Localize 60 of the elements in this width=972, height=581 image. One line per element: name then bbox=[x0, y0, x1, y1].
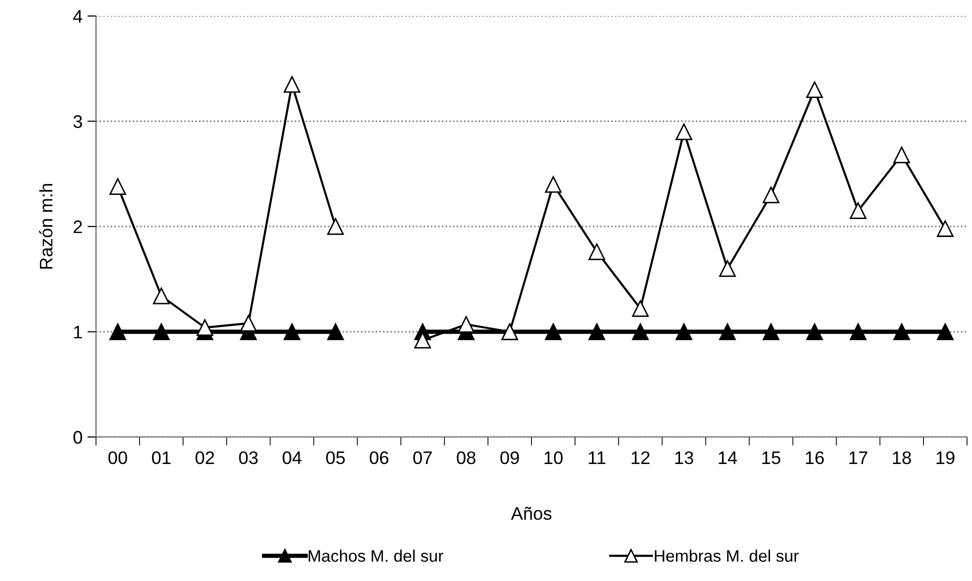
y-axis-title: Razón m:h bbox=[39, 184, 53, 269]
y-tick-label: 0 bbox=[73, 430, 82, 444]
x-tick-label: 01 bbox=[152, 451, 170, 464]
point bbox=[109, 178, 126, 195]
point bbox=[719, 323, 736, 340]
point bbox=[327, 323, 344, 340]
point bbox=[893, 146, 910, 164]
x-tick-label: 07 bbox=[413, 451, 432, 464]
x-tick-label: 00 bbox=[108, 451, 128, 464]
point bbox=[458, 316, 475, 333]
x-tick-label: 04 bbox=[282, 451, 302, 464]
legend-label: Machos M. del sur bbox=[308, 550, 444, 562]
y-tick-label: 1 bbox=[74, 326, 82, 338]
x-tick-label: 19 bbox=[936, 451, 954, 464]
point bbox=[327, 218, 344, 235]
x-tick-label: 05 bbox=[326, 451, 345, 464]
x-tick-label: 09 bbox=[500, 451, 519, 464]
y-tick-label: 4 bbox=[73, 10, 82, 23]
point bbox=[936, 323, 954, 340]
point bbox=[893, 323, 910, 340]
point bbox=[676, 123, 692, 140]
point bbox=[152, 323, 170, 340]
x-tick-label: 08 bbox=[456, 451, 476, 464]
point bbox=[850, 323, 866, 340]
point bbox=[632, 323, 649, 340]
point bbox=[762, 186, 780, 204]
point bbox=[588, 243, 606, 260]
point bbox=[936, 220, 954, 237]
point bbox=[806, 81, 823, 98]
point bbox=[109, 323, 126, 340]
x-tick-label: 15 bbox=[762, 452, 780, 464]
x-tick-label: 11 bbox=[588, 452, 606, 464]
point bbox=[762, 323, 780, 340]
x-tick-label: 02 bbox=[196, 451, 214, 464]
point bbox=[632, 300, 649, 317]
point bbox=[284, 76, 300, 93]
point bbox=[544, 323, 562, 340]
point bbox=[719, 260, 736, 277]
x-tick-label: 16 bbox=[806, 451, 824, 464]
point bbox=[806, 323, 823, 340]
x-tick-label: 13 bbox=[675, 451, 694, 464]
x-tick-label: 12 bbox=[632, 451, 650, 464]
x-tick-label: 03 bbox=[239, 451, 258, 464]
x-axis-title: Años bbox=[510, 506, 552, 520]
point bbox=[544, 176, 562, 193]
point bbox=[284, 323, 300, 340]
point bbox=[240, 314, 257, 332]
x-tick-label: 17 bbox=[849, 452, 868, 464]
point bbox=[588, 323, 606, 340]
x-tick-label: 14 bbox=[718, 452, 737, 464]
point bbox=[152, 288, 170, 304]
y-tick-label: 2 bbox=[74, 220, 82, 234]
x-tick-label: 18 bbox=[893, 451, 911, 464]
point bbox=[850, 202, 866, 220]
point bbox=[196, 319, 214, 336]
legend-label: Hembras M. del sur bbox=[654, 550, 799, 562]
y-tick-label: 3 bbox=[73, 115, 82, 128]
x-tick-label: 10 bbox=[544, 451, 563, 464]
point bbox=[676, 323, 692, 340]
x-tick-label: 06 bbox=[370, 451, 388, 464]
